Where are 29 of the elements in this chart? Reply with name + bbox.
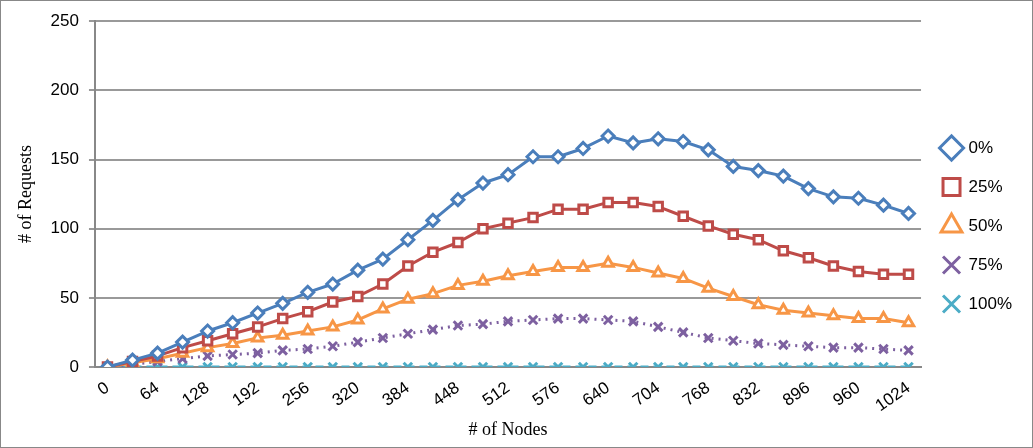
x-tick-label: 960 [829,377,864,410]
x-tick-label: 64 [136,377,163,405]
x-tick-label: 0 [93,377,113,399]
x-tick-label: 576 [528,377,564,410]
y-tick-label: 150 [50,149,79,169]
x-tick-label: 384 [378,377,413,410]
x-tick-label: 320 [328,377,363,410]
x-tick-label: 640 [578,377,614,410]
x-tick-label: 256 [278,377,313,410]
x-tick-label: 192 [228,377,263,410]
legend-label: 50% [968,215,1003,235]
y-tick-label: 100 [50,218,79,238]
y-axis-title: # of Requests [14,145,35,244]
x-tick-label: 896 [779,377,814,410]
x-tick-label: 512 [478,377,513,410]
legend-label: 0% [968,137,994,157]
x-tick-label: 704 [629,377,664,410]
legend-label: 100% [968,293,1012,313]
x-tick-label: 448 [428,377,463,410]
y-tick-label: 50 [60,287,79,307]
y-tick-label: 0 [69,356,79,376]
x-tick-label: 128 [178,377,213,410]
x-tick-label: 832 [729,377,764,410]
legend-label: 75% [968,254,1003,274]
x-axis-title: # of Nodes [468,418,548,439]
y-tick-label: 250 [50,10,79,30]
x-tick-label: 768 [679,377,714,410]
y-tick-label: 200 [50,80,79,100]
legend-label: 25% [968,176,1003,196]
